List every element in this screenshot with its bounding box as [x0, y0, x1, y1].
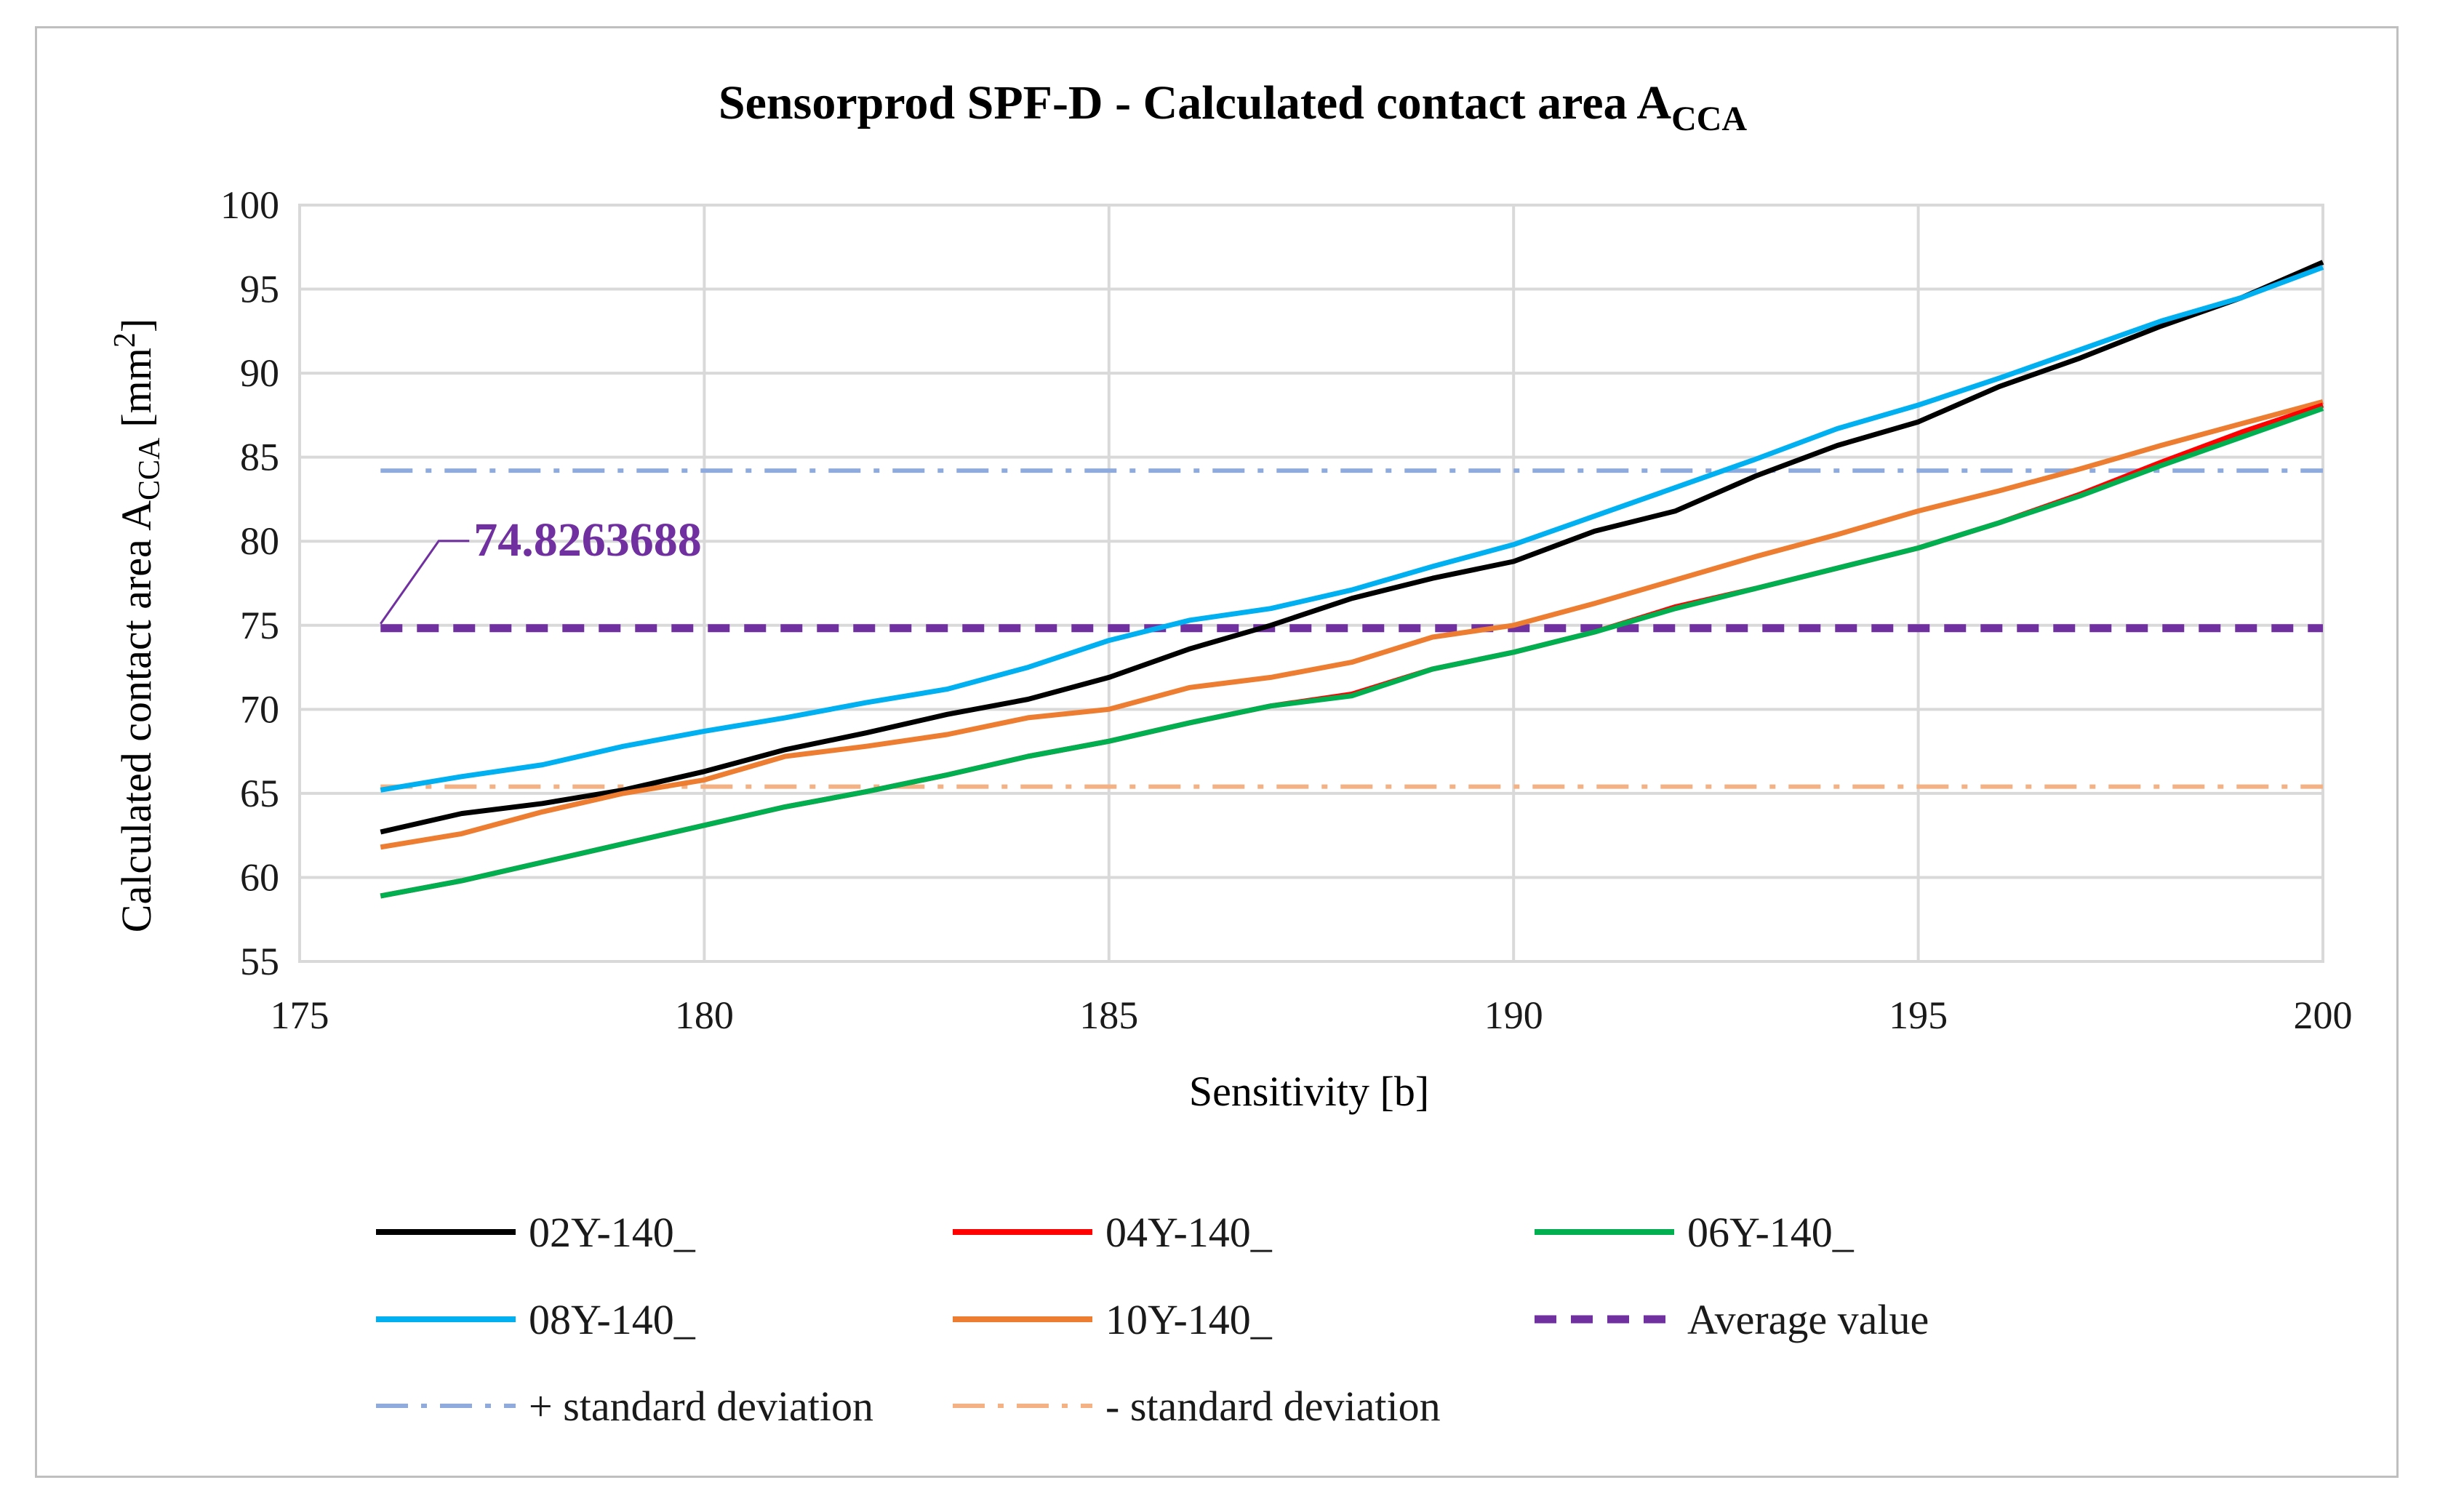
- legend-04y-140-label: 04Y-140_: [1105, 1209, 1273, 1256]
- plot-area: [298, 204, 2324, 963]
- series-08y-140-line: [380, 265, 2324, 793]
- y-tick-label-80: 80: [240, 519, 279, 563]
- series-layer: [380, 260, 2324, 899]
- y-tick-label-70: 70: [240, 687, 279, 731]
- y-tick-label-55: 55: [240, 940, 279, 983]
- y-tick-label-60: 60: [240, 855, 279, 899]
- legend-standard-deviation-label: - standard deviation: [1105, 1383, 1441, 1430]
- average-annotation: 74.8263688: [380, 513, 702, 625]
- x-tick-label-180: 180: [675, 993, 734, 1037]
- y-tick-label-100: 100: [220, 183, 279, 227]
- x-tick-label-195: 195: [1889, 993, 1948, 1037]
- series-06y-140-line: [380, 406, 2324, 899]
- y-tick-label-95: 95: [240, 268, 279, 311]
- chart-frame: [35, 26, 2399, 1478]
- y-tick-label-90: 90: [240, 351, 279, 395]
- y-axis-label: Calculated contact area ACCA[mm2]: [108, 319, 167, 932]
- tick-labels: 55 60 65 70 75 80 85 90 95 100 175 180 185 190 195 200: [220, 183, 2353, 1037]
- legend-06y-140-label: 06Y-140_: [1687, 1209, 1855, 1256]
- x-tick-label-200: 200: [2294, 993, 2353, 1037]
- series-04y-140-line: [380, 402, 2324, 899]
- annotation-leader-line: [380, 540, 470, 625]
- x-tick-label-185: 185: [1079, 993, 1138, 1037]
- x-axis-label: Sensitivity [b]: [1189, 1068, 1429, 1115]
- chart-title: Sensorprod SPF-D - Calculated contact ar…: [719, 76, 1747, 138]
- series-10y-140-line: [380, 399, 2324, 850]
- y-tick-label-65: 65: [240, 772, 279, 815]
- legend-standard-deviation-label: + standard deviation: [529, 1383, 873, 1430]
- legend-average-value-label: Average value: [1687, 1296, 1929, 1343]
- x-tick-label-175: 175: [271, 993, 329, 1037]
- x-tick-label-190: 190: [1484, 993, 1543, 1037]
- legend-08y-140-label: 08Y-140_: [529, 1296, 696, 1343]
- legend-02y-140-label: 02Y-140_: [529, 1209, 696, 1256]
- series-02y-140-line: [380, 260, 2324, 835]
- y-tick-label-75: 75: [240, 604, 279, 647]
- annotation-label: 74.8263688: [473, 513, 702, 567]
- plot-border: [298, 204, 2324, 963]
- legend-10y-140-label: 10Y-140_: [1105, 1296, 1273, 1343]
- legend: 02Y-140_ 04Y-140_ 06Y-140_ 08Y-140_ 10Y-140_…: [376, 1209, 1929, 1430]
- y-tick-label-85: 85: [240, 436, 279, 479]
